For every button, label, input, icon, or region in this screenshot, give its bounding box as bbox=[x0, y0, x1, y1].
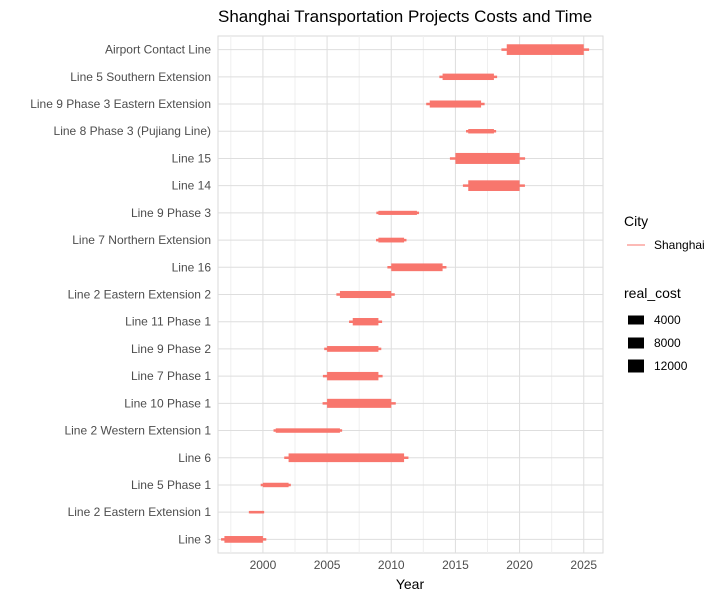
project-bar bbox=[250, 510, 263, 514]
y-tick-label: Line 7 Northern Extension bbox=[72, 233, 211, 247]
legend-size-label: 12000 bbox=[654, 359, 688, 373]
project-bar bbox=[288, 453, 405, 463]
y-tick-label: Line 16 bbox=[172, 260, 212, 274]
x-tick-label: 2020 bbox=[506, 558, 533, 572]
legend-size-key bbox=[628, 337, 644, 349]
project-bar bbox=[339, 290, 392, 299]
y-tick-label: Line 11 Phase 1 bbox=[125, 315, 211, 329]
y-tick-label: Line 8 Phase 3 (Pujiang Line) bbox=[54, 124, 211, 138]
project-bar bbox=[262, 482, 289, 488]
legend-size-key bbox=[628, 315, 644, 325]
x-tick-label: 2010 bbox=[378, 558, 405, 572]
project-bar bbox=[429, 100, 482, 108]
x-tick-label: 2015 bbox=[442, 558, 469, 572]
x-tick-label: 2005 bbox=[314, 558, 341, 572]
legend-color-items: Shanghai bbox=[627, 238, 705, 252]
project-bar bbox=[378, 210, 417, 215]
y-tick-label: Line 2 Western Extension 1 bbox=[64, 424, 211, 438]
y-tick-label: Line 10 Phase 1 bbox=[124, 396, 211, 410]
plot-panel bbox=[217, 35, 604, 554]
y-axis-labels: Airport Contact Line Line 5 Southern Exte… bbox=[30, 43, 211, 547]
bars-layer bbox=[221, 44, 590, 543]
y-tick-label: Line 5 Phase 1 bbox=[131, 478, 211, 492]
project-bar bbox=[378, 237, 405, 243]
legend-color-label: Shanghai bbox=[654, 238, 705, 252]
chart-title: Shanghai Transportation Projects Costs a… bbox=[218, 7, 592, 26]
x-axis-labels: 2000 2005 2010 2015 2020 2025 bbox=[250, 558, 598, 572]
y-tick-label: Line 6 bbox=[178, 451, 211, 465]
y-tick-label: Line 7 Phase 1 bbox=[131, 369, 211, 383]
project-bar bbox=[442, 73, 494, 81]
legend: City Shanghai real_cost 4000 8000 12000 bbox=[624, 213, 705, 373]
y-tick-label: Airport Contact Line bbox=[105, 43, 211, 57]
y-tick-label: Line 9 Phase 3 Eastern Extension bbox=[30, 97, 211, 111]
legend-size-items: 4000 8000 12000 bbox=[628, 313, 688, 373]
x-tick-label: 2000 bbox=[250, 558, 277, 572]
project-bar bbox=[506, 44, 584, 55]
project-bar bbox=[327, 371, 379, 381]
project-bar bbox=[327, 398, 392, 408]
project-bar bbox=[455, 152, 520, 164]
legend-size-key bbox=[628, 359, 644, 373]
y-tick-label: Line 3 bbox=[178, 532, 211, 546]
project-bar bbox=[468, 129, 494, 134]
x-tick-label: 2025 bbox=[570, 558, 597, 572]
legend-size-label: 4000 bbox=[654, 313, 681, 327]
y-tick-label: Line 14 bbox=[172, 179, 212, 193]
project-bar bbox=[275, 428, 340, 433]
grid-layer bbox=[218, 36, 603, 553]
legend-color-title: City bbox=[624, 213, 648, 229]
y-tick-label: Line 9 Phase 3 bbox=[131, 206, 211, 220]
project-bar bbox=[327, 346, 379, 352]
legend-size-title: real_cost bbox=[624, 285, 681, 301]
y-tick-label: Line 15 bbox=[172, 151, 212, 165]
x-axis-title: Year bbox=[396, 576, 425, 592]
project-bar bbox=[468, 180, 520, 191]
y-tick-label: Line 2 Eastern Extension 2 bbox=[68, 288, 212, 302]
project-bar bbox=[391, 263, 443, 272]
legend-size-label: 8000 bbox=[654, 336, 681, 350]
y-tick-label: Line 5 Southern Extension bbox=[70, 70, 211, 84]
project-bar bbox=[224, 536, 263, 543]
y-tick-label: Line 9 Phase 2 bbox=[131, 342, 211, 356]
project-bar bbox=[352, 318, 379, 326]
y-tick-label: Line 2 Eastern Extension 1 bbox=[68, 505, 212, 519]
